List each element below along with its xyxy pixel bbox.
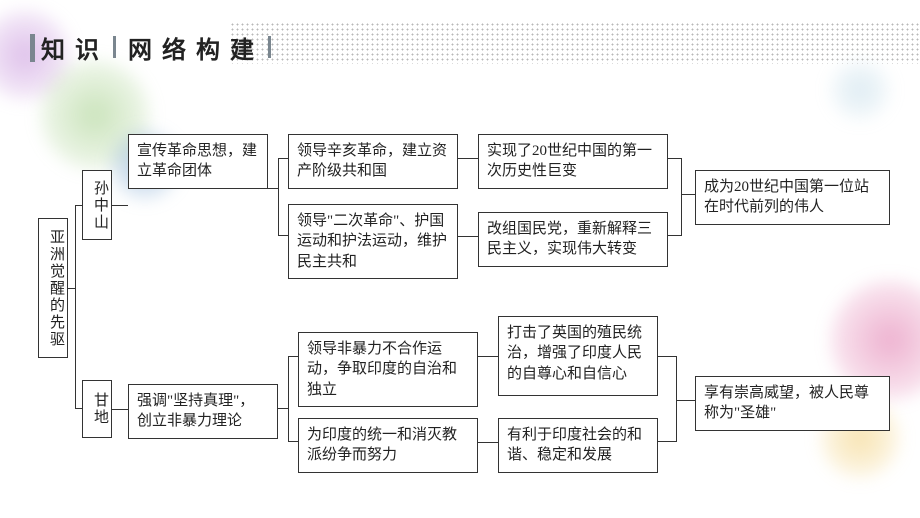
diagram-node: 领导辛亥革命，建立资产阶级共和国 bbox=[288, 134, 458, 189]
connector bbox=[68, 288, 75, 289]
connector bbox=[288, 356, 298, 442]
accent-bar bbox=[30, 34, 35, 62]
connector bbox=[478, 356, 498, 357]
title-part-2: 网 络 构 建 bbox=[128, 38, 256, 64]
diagram-node: 宣传革命思想，建立革命团体 bbox=[128, 134, 268, 189]
connector bbox=[658, 356, 677, 442]
divider-bar bbox=[268, 36, 271, 58]
connector bbox=[278, 408, 288, 409]
diagram-node: 强调"坚持真理"，创立非暴力理论 bbox=[128, 384, 278, 439]
divider-bar bbox=[113, 36, 116, 58]
page-header: 知 识 网 络 构 建 bbox=[30, 30, 275, 65]
connector bbox=[478, 442, 498, 443]
result-node: 成为20世纪中国第一位站在时代前列的伟人 bbox=[695, 170, 890, 225]
connector bbox=[268, 188, 278, 189]
connector bbox=[668, 158, 682, 236]
connector bbox=[278, 158, 288, 236]
page-title: 知 识 网 络 构 建 bbox=[41, 30, 275, 65]
diagram-node: 打击了英国的殖民统治，增强了印度人民的自尊心和自信心 bbox=[498, 316, 658, 396]
connector bbox=[112, 409, 128, 410]
title-part-1: 知 识 bbox=[41, 38, 101, 64]
person-node-gandhi: 甘地 bbox=[82, 380, 112, 438]
connector bbox=[682, 194, 696, 195]
connector bbox=[75, 205, 82, 409]
diagram-node: 改组国民党，重新解释三民主义，实现伟大转变 bbox=[478, 212, 668, 267]
diagram-node: 有利于印度社会的和谐、稳定和发展 bbox=[498, 418, 658, 473]
connector bbox=[112, 205, 128, 206]
diagram-node: 领导"二次革命"、护国运动和护法运动，维护民主共和 bbox=[288, 204, 458, 279]
diagram-node: 为印度的统一和消灭教派纷争而努力 bbox=[298, 418, 478, 473]
root-node: 亚洲觉醒的先驱 bbox=[38, 218, 68, 358]
paint-blob bbox=[830, 60, 890, 120]
person-node-sun: 孙中山 bbox=[82, 170, 112, 240]
result-node: 享有崇高威望，被人民尊称为"圣雄" bbox=[695, 376, 890, 431]
diagram-node: 实现了20世纪中国的第一次历史性巨变 bbox=[478, 134, 668, 189]
connector bbox=[458, 236, 478, 237]
connector bbox=[677, 400, 696, 401]
diagram-node: 领导非暴力不合作运动，争取印度的自治和独立 bbox=[298, 332, 478, 407]
dotted-band bbox=[230, 22, 920, 64]
connector bbox=[458, 158, 478, 159]
